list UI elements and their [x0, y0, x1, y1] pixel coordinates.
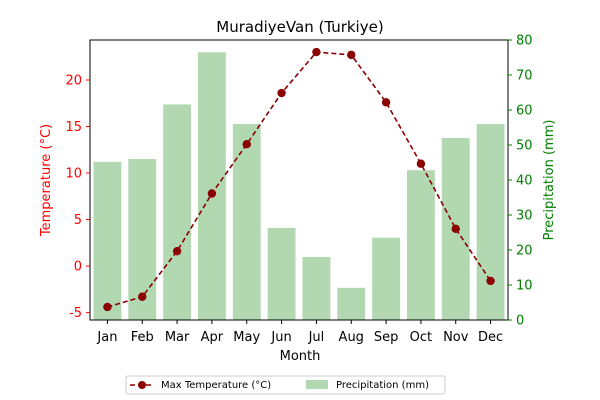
y-axis-left-label: Temperature (°C)	[39, 124, 54, 237]
y-right-tick-label: 50	[516, 139, 533, 154]
legend-box	[125, 375, 446, 395]
precip-bar	[232, 124, 261, 320]
x-tick-label: Jan	[96, 330, 117, 345]
x-tick-label: Jul	[308, 330, 325, 345]
temperature-point	[347, 50, 356, 60]
temperature-point	[312, 47, 321, 57]
legend: Max Temperature (°C) Precipitation (mm)	[125, 375, 446, 395]
x-tick-label: May	[233, 330, 260, 345]
precip-bar	[163, 104, 192, 321]
y-right-tick-label: 60	[516, 104, 533, 119]
legend-marker-swatch	[138, 381, 146, 389]
temperature-point	[451, 224, 460, 234]
chart-title: MuradiyeVan (Turkiye)	[216, 18, 383, 36]
y-left-tick-label: 10	[65, 167, 82, 182]
y-left-tick-label: 0	[74, 260, 82, 275]
temperature-point	[103, 302, 112, 312]
precip-bar	[267, 227, 296, 320]
y-right-tick-label: 30	[516, 209, 533, 224]
precip-bar	[476, 124, 505, 320]
x-tick-label: Nov	[443, 330, 469, 345]
y-right-tick-label: 0	[516, 314, 524, 329]
y-right-tick-label: 80	[516, 34, 533, 49]
y-left-tick-label: 20	[65, 74, 82, 89]
legend-label-precipitation: Precipitation (mm)	[336, 380, 429, 391]
x-tick-label: Sep	[374, 330, 399, 345]
x-axis-label: Month	[280, 349, 321, 364]
precip-bar	[197, 52, 226, 320]
x-tick-label: Oct	[410, 330, 432, 345]
temperature-line	[103, 47, 495, 312]
temperature-point	[172, 246, 182, 256]
precip-bar	[337, 287, 366, 320]
precipitation-bars	[93, 52, 505, 321]
temperature-point	[416, 159, 426, 168]
precip-bar	[302, 257, 331, 320]
temperature-point	[277, 88, 286, 98]
axes: Jan Feb Mar Apr May Jun Jul Aug Sep Oct Nov Dec -5 0 5…	[65, 34, 532, 346]
y-left-tick-label: 5	[74, 213, 82, 228]
y-right-tick-label: 20	[516, 244, 533, 259]
temperature-point	[138, 292, 147, 301]
temperature-point	[381, 98, 391, 107]
y-axis-right-label: Precipitation (mm)	[542, 120, 557, 241]
temperature-point	[486, 276, 495, 286]
x-tick-label: Mar	[165, 330, 190, 345]
y-left-tick-label: -5	[69, 306, 82, 321]
temperature-point	[242, 139, 251, 149]
y-right-tick-label: 10	[516, 279, 533, 294]
temperature-point	[207, 189, 217, 198]
precip-bar	[372, 237, 401, 320]
x-tick-label: Aug	[339, 330, 364, 345]
temperature-series-line	[107, 51, 492, 308]
y-left-tick-label: 15	[65, 120, 82, 135]
y-right-tick-label: 40	[516, 174, 533, 189]
y-right-tick-label: 70	[516, 69, 533, 84]
x-tick-label: Jun	[270, 330, 291, 345]
x-tick-label: Feb	[131, 330, 154, 345]
precip-bar	[406, 170, 435, 320]
precip-bar	[93, 161, 122, 320]
legend-label-temperature: Max Temperature (°C)	[161, 380, 271, 391]
legend-bar-swatch	[306, 380, 328, 389]
x-tick-label: Dec	[478, 330, 503, 345]
x-tick-label: Apr	[201, 330, 224, 345]
